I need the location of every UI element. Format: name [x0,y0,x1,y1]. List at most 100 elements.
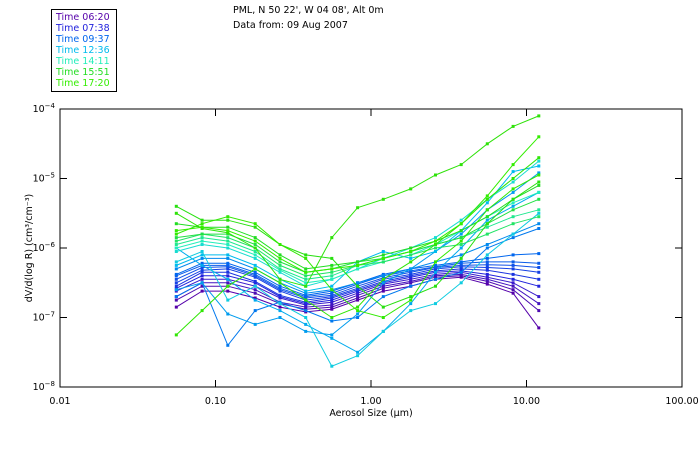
data-point [304,281,308,285]
data-point [537,277,541,281]
data-point [200,218,204,222]
data-point [434,277,437,281]
data-point [304,298,308,302]
data-point [253,236,257,240]
data-point [330,284,334,288]
data-point [174,246,178,250]
location-header: PML, N 50 22', W 04 08', Alt 0m [233,5,384,16]
data-point [330,291,334,295]
data-point [485,232,489,236]
data-point [409,187,413,191]
data-point [226,270,230,274]
data-point [304,305,308,309]
data-point [381,281,385,285]
data-point [330,300,334,304]
legend-item: Time 14:11 [56,56,110,67]
data-point [200,261,204,265]
data-point [485,218,489,222]
data-point [253,296,257,300]
data-point [511,236,515,240]
data-point [459,260,463,264]
legend-item: Time 09:37 [56,34,110,45]
data-point [226,236,230,240]
data-point [226,281,230,285]
data-point [511,263,515,267]
data-point [537,190,541,194]
data-point [278,256,282,260]
legend-item: Time 17:20 [56,78,110,89]
y-tick-label: 10−7 [33,311,55,324]
data-point [253,263,257,267]
data-point [537,164,541,168]
data-point [459,256,463,260]
data-point [330,267,334,271]
data-point [485,275,489,279]
data-point [330,307,334,311]
y-tick-label: 10−4 [33,102,56,115]
data-point [459,267,463,271]
data-point [434,260,437,264]
data-point [226,261,230,265]
data-point [537,171,541,175]
data-point [356,312,360,316]
series-1000 [174,227,541,347]
data-point [226,239,230,243]
x-tick-label: 100.00 [665,396,698,407]
data-point [278,293,282,297]
data-point [537,211,541,215]
data-point [511,288,515,292]
data-point [174,295,178,299]
data-point [511,260,515,264]
data-point [511,215,515,219]
data-point [226,215,230,219]
data-point [174,298,178,302]
data-point [356,298,360,302]
data-point [459,253,463,257]
legend-item: Time 07:38 [56,23,110,34]
series-1700 [174,173,541,319]
data-point [253,272,257,276]
data-point [174,204,178,208]
data-point [253,243,257,246]
data-point [434,263,437,267]
y-tick-label: 10−5 [33,172,55,185]
data-point [485,194,489,198]
data-point [278,270,282,274]
data-point [253,284,257,288]
x-tick-label: 0.10 [205,396,226,407]
data-point [434,246,437,250]
data-point [537,266,541,269]
legend-item: Time 12:36 [56,45,110,56]
data-point [330,236,334,240]
data-point [174,236,178,240]
data-point [253,279,257,283]
data-point [537,309,541,313]
data-point [253,291,257,295]
data-point [537,114,541,118]
data-point [174,288,178,292]
data-point [485,260,489,264]
data-point [304,274,308,278]
data-point [537,252,541,256]
data-point [253,246,257,250]
data-point [278,281,282,285]
data-point [485,268,489,272]
data-point [434,272,437,276]
data-point [278,243,282,246]
data-point [511,170,515,174]
data-point [459,232,463,236]
data-point [511,267,515,271]
data-point [485,277,489,281]
data-point [434,239,437,243]
data-point [304,253,308,257]
data-point [174,284,178,288]
data-point [226,229,230,233]
data-point [381,295,385,299]
data-point [485,142,489,146]
data-point [330,303,334,307]
data-point [226,289,230,293]
data-point [537,261,541,265]
data-point [511,232,515,236]
x-tick-label: 0.01 [49,396,70,407]
